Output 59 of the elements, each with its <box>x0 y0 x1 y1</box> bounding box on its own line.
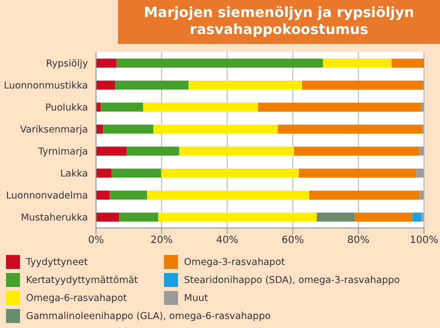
bar <box>96 58 117 68</box>
bar <box>258 102 422 112</box>
bar <box>309 190 420 200</box>
bar <box>294 146 420 156</box>
bar <box>110 190 148 200</box>
y-tick-label: Luonnonmustikka <box>4 80 88 92</box>
legend-label: Stearidonihappo (SDA), omega-3-rasvahappo <box>184 274 400 286</box>
bar <box>316 212 354 222</box>
bar <box>116 58 323 68</box>
bar <box>302 80 424 90</box>
bar <box>419 190 424 200</box>
bar <box>96 80 116 90</box>
x-tick-label: 100% <box>410 235 438 246</box>
bar <box>96 190 110 200</box>
bar <box>322 58 392 68</box>
y-tick-label: Lakka <box>60 168 88 180</box>
bar <box>416 168 424 178</box>
bar <box>188 80 302 90</box>
y-tick-label: Luonnonvadelma <box>6 190 88 202</box>
bar <box>161 168 299 178</box>
bar <box>112 168 162 178</box>
x-tick-label: 20% <box>150 235 173 246</box>
legend-label: Kertatyydyttymättömät <box>26 274 138 286</box>
bar <box>354 212 412 222</box>
bar <box>96 124 104 134</box>
bar <box>100 102 144 112</box>
legend-label: Muut <box>184 292 208 304</box>
bar <box>96 168 112 178</box>
legend-label: Omega-3-rasvahapot <box>184 256 285 268</box>
chart-title: Marjojen siemenöljyn ja rypsiöljyn rasvahappokoostumus <box>118 0 440 44</box>
bar <box>158 212 317 222</box>
bar <box>147 190 310 200</box>
bar <box>392 58 424 68</box>
bar <box>103 124 154 134</box>
bar <box>143 102 258 112</box>
x-tick-label: 60% <box>282 235 304 246</box>
bar <box>96 146 127 156</box>
bar <box>119 212 158 222</box>
y-tick-label: Tyrnimarja <box>37 146 88 158</box>
bar <box>126 146 180 156</box>
y-tick-label: Variksenmarja <box>20 124 88 136</box>
bar <box>179 146 294 156</box>
bar <box>115 80 188 90</box>
bar <box>412 212 422 222</box>
legend-label: Gammalinoleenihappo (GLA), omega-6-rasvahappo <box>26 310 271 322</box>
legend-label: Omega-6-rasvahapot <box>26 292 127 304</box>
x-tick-label: 0% <box>88 235 104 246</box>
bar <box>420 146 424 156</box>
x-tick-label: 80% <box>347 235 370 246</box>
y-tick-label: Rypsiöljy <box>46 58 88 70</box>
bar <box>96 212 120 222</box>
x-tick-label: 40% <box>216 235 238 246</box>
bar <box>278 124 422 134</box>
legend-label: Tyydyttyneet <box>26 256 88 268</box>
y-tick-label: Mustaherukka <box>20 212 88 224</box>
bar <box>298 168 416 178</box>
bar <box>421 102 424 112</box>
bar <box>153 124 278 134</box>
y-tick-label: Puolukka <box>45 102 88 114</box>
